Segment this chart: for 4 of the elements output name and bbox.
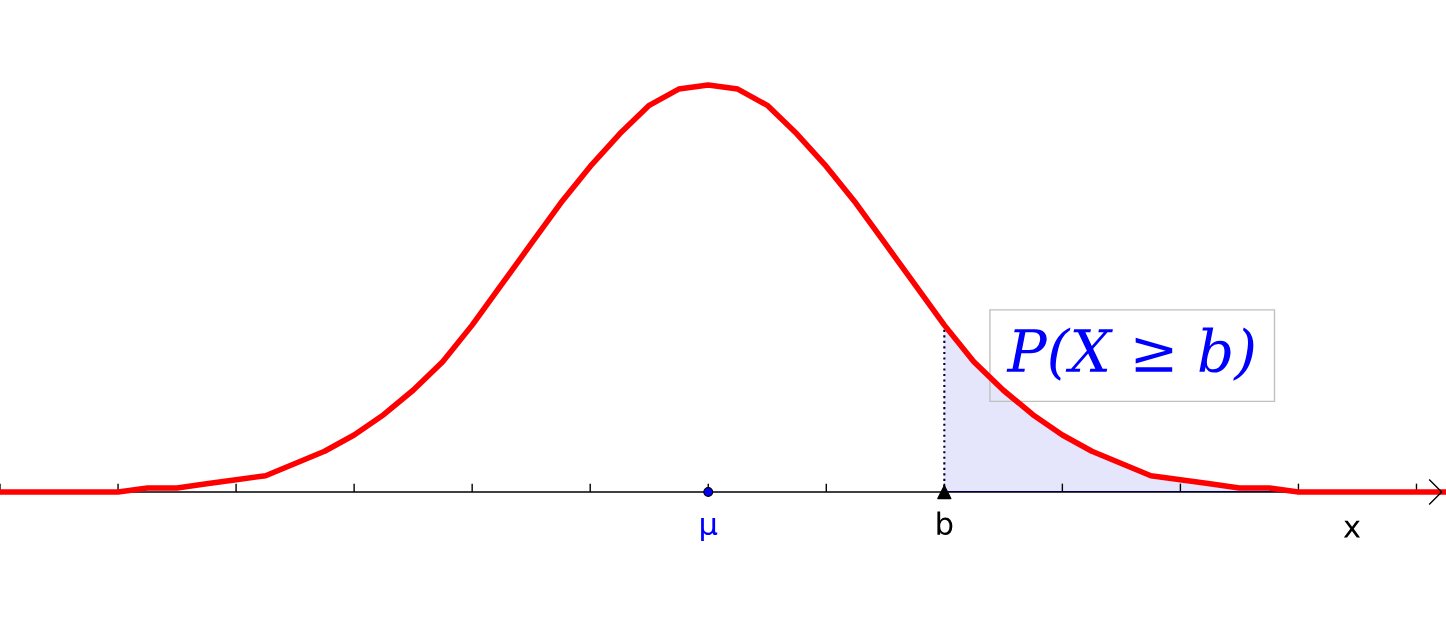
x-tick-label: μ	[701, 517, 718, 542]
annotation: P(X ≥ b)	[1006, 327, 1254, 381]
x-tick-label: b	[937, 511, 953, 536]
x-axis-title: x	[1343, 520, 1361, 538]
